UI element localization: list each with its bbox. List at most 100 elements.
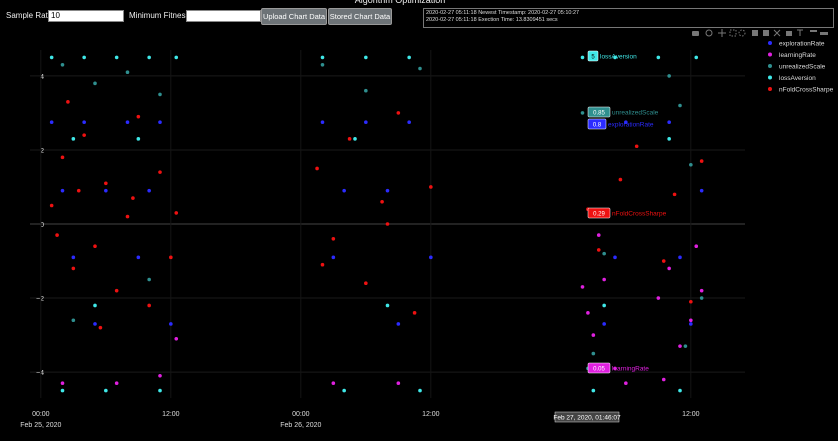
point: [385, 188, 390, 193]
point: [596, 233, 601, 237]
point: [125, 120, 130, 124]
point: [147, 55, 151, 60]
point: [591, 120, 596, 124]
point: [667, 120, 671, 124]
point: [71, 137, 76, 141]
point: [104, 188, 108, 193]
point: [71, 318, 76, 323]
point: [364, 55, 368, 60]
icon-hover-compare[interactable]: [820, 32, 828, 35]
point: [82, 55, 86, 60]
point: [580, 111, 585, 115]
point: [396, 111, 401, 115]
icon-zoom[interactable]: [705, 29, 713, 37]
point: [613, 55, 617, 60]
icon-zoom-out[interactable]: [763, 30, 769, 36]
legend-label: nFoldCrossSharpe: [779, 87, 834, 94]
icon-camera[interactable]: [692, 31, 699, 36]
point: [331, 237, 336, 241]
point: [174, 55, 179, 60]
point: [580, 55, 585, 60]
point: [49, 203, 54, 208]
point: [169, 322, 173, 326]
series: [49, 100, 704, 330]
point: [158, 388, 162, 393]
point: [418, 66, 422, 71]
point: [418, 388, 422, 393]
point: [618, 177, 623, 182]
modebar: [692, 29, 828, 37]
point: [147, 188, 151, 193]
hover-value: 0.29: [593, 212, 605, 218]
log-line: 2020-02-27 05:11:18 Newest Timestamp: 20…: [426, 10, 580, 16]
point: [71, 255, 76, 260]
point: [667, 74, 671, 78]
legend-label: unrealizedScale: [779, 64, 826, 71]
icon-zoom-in[interactable]: [752, 30, 758, 36]
point: [380, 199, 384, 204]
point: [158, 373, 162, 378]
point: [689, 299, 693, 304]
point: [694, 244, 699, 249]
point: [342, 188, 346, 193]
point: [315, 166, 319, 171]
icon-spike[interactable]: [797, 29, 803, 36]
point: [429, 185, 433, 189]
log-box: 2020-02-27 05:11:18 Newest Timestamp: 20…: [423, 8, 834, 28]
point: [147, 303, 151, 308]
x-tick-label: 12:00: [422, 411, 440, 418]
hover-name: lossAversion: [600, 54, 637, 61]
point: [93, 81, 97, 86]
point: [147, 277, 151, 282]
point: [689, 318, 693, 323]
point: [580, 285, 585, 289]
point: [624, 120, 628, 124]
point: [678, 388, 682, 393]
hover-x-box: [554, 411, 620, 423]
point: [55, 233, 59, 237]
stored-button[interactable]: Stored Chart Data: [328, 8, 392, 25]
icon-reset[interactable]: [786, 31, 792, 36]
point: [342, 388, 346, 393]
point: [624, 381, 628, 385]
point: [602, 251, 606, 256]
point: [93, 244, 97, 249]
point: [699, 288, 704, 293]
point: [602, 303, 606, 308]
icon-hover-closest[interactable]: [810, 30, 817, 32]
point: [114, 288, 119, 293]
point: [364, 120, 368, 124]
sample-rate-input[interactable]: 10: [48, 10, 124, 22]
series: [60, 233, 704, 385]
legend-marker: [768, 52, 772, 57]
icon-autoscale[interactable]: [773, 29, 781, 37]
point: [364, 281, 368, 286]
hover-box: [587, 362, 611, 374]
upload-button[interactable]: Upload Chart Data: [261, 8, 327, 25]
point: [71, 266, 76, 271]
point: [353, 137, 357, 141]
point: [689, 162, 693, 167]
icon-lasso[interactable]: [738, 29, 746, 37]
point: [93, 303, 97, 308]
log-line: 2020-02-27 05:11:18 Exection Time: 13.83…: [426, 17, 558, 23]
icon-select[interactable]: [729, 29, 737, 37]
point: [699, 159, 704, 163]
legend-label: lossAversion: [779, 75, 816, 82]
point: [602, 277, 606, 282]
point: [613, 255, 617, 260]
point: [320, 262, 325, 267]
point: [602, 322, 606, 326]
min-fitness-input[interactable]: [186, 10, 261, 22]
point: [385, 222, 390, 226]
point: [158, 120, 162, 124]
point: [60, 388, 65, 393]
point: [131, 196, 135, 200]
point: [158, 92, 162, 97]
point: [385, 303, 390, 308]
point: [104, 388, 108, 393]
point: [694, 55, 699, 60]
icon-pan[interactable]: [718, 29, 726, 37]
point: [76, 188, 81, 193]
